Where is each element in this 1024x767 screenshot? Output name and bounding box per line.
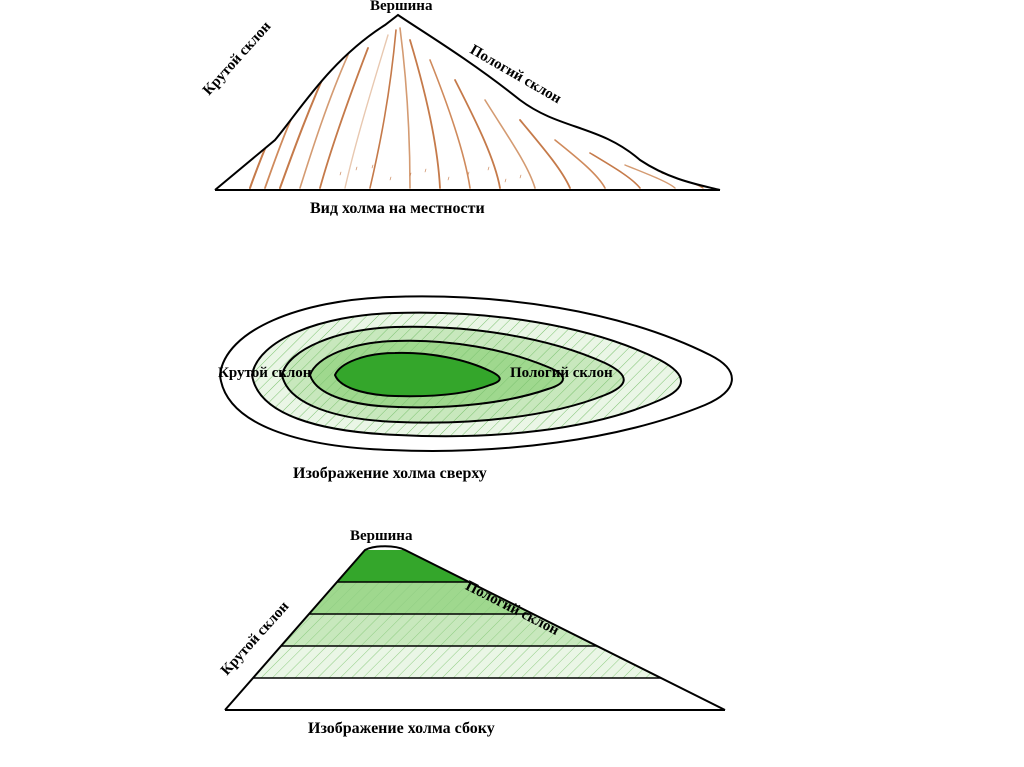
panel-terrain-view: Вершина Крутой склон Пологий склон Вид х…	[0, 0, 1024, 240]
caption-top-view: Изображение холма сверху	[293, 465, 487, 483]
hill-contour-svg	[0, 275, 1024, 505]
hill-layers-svg	[0, 520, 1024, 760]
hill-terrain-svg	[0, 0, 1024, 240]
caption-side-view: Изображение холма сбоку	[308, 720, 495, 738]
label-gentle-slope-top: Пологий склон	[510, 365, 613, 382]
panel-side-layered: Вершина Крутой склон Пологий склон Изобр…	[0, 520, 1024, 760]
label-peak-side: Вершина	[350, 528, 412, 545]
label-steep-slope-top: Крутой склон	[218, 365, 311, 382]
caption-terrain: Вид холма на местности	[310, 200, 485, 218]
panel-top-view: Крутой склон Пологий склон Изображение х…	[0, 275, 1024, 505]
label-peak: Вершина	[370, 0, 432, 15]
